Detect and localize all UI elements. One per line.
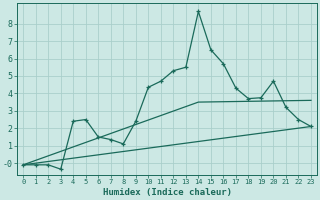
X-axis label: Humidex (Indice chaleur): Humidex (Indice chaleur) <box>103 188 232 197</box>
